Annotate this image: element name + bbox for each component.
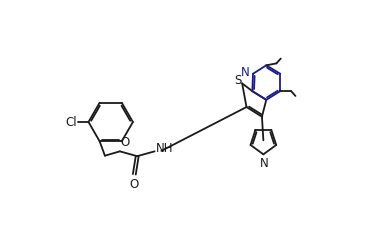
Text: S: S xyxy=(235,74,242,87)
Text: NH: NH xyxy=(155,142,173,155)
Text: Cl: Cl xyxy=(66,115,77,129)
Text: O: O xyxy=(121,136,130,149)
Text: N: N xyxy=(241,66,250,79)
Text: N: N xyxy=(260,157,268,171)
Text: O: O xyxy=(130,178,139,191)
